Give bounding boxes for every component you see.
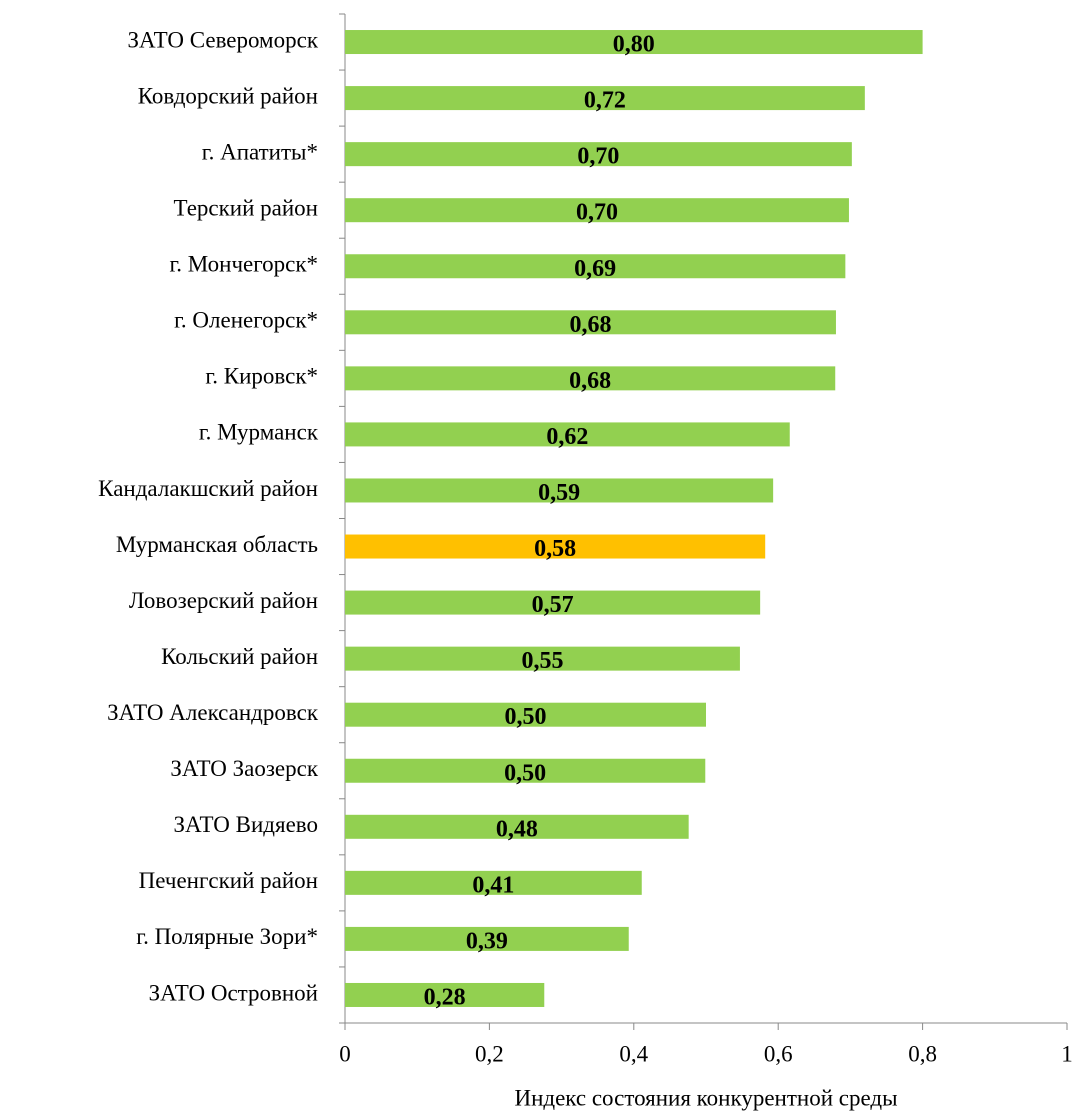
y-tick-label: Кольский район: [161, 644, 318, 669]
y-tick-label: ЗАТО Североморск: [128, 27, 319, 52]
y-tick-label: ЗАТО Александровск: [107, 700, 319, 725]
y-tick-label: Печенгский район: [139, 868, 318, 893]
data-label: 0,80: [613, 32, 655, 58]
y-tick-label: Ловозерский район: [129, 588, 318, 613]
data-label: 0,70: [577, 144, 619, 170]
x-tick-label: 0,8: [908, 1041, 937, 1066]
x-tick-label: 0,4: [619, 1041, 648, 1066]
x-tick-label: 0: [339, 1041, 351, 1066]
data-label: 0,50: [504, 760, 546, 786]
data-label: 0,48: [496, 816, 538, 842]
bar: [345, 870, 642, 895]
bar: [345, 926, 629, 951]
bar: [345, 478, 774, 503]
y-tick-label: г. Оленегорск*: [174, 308, 318, 333]
data-label: 0,68: [569, 312, 611, 338]
bar: [345, 814, 689, 839]
x-tick-label: 1: [1061, 1041, 1072, 1066]
bar: [345, 702, 706, 727]
data-label: 0,55: [521, 648, 563, 674]
y-tick-label: г. Полярные Зори*: [136, 924, 318, 949]
bar: [345, 198, 849, 223]
data-label: 0,28: [424, 984, 466, 1010]
data-label: 0,58: [534, 536, 576, 562]
bar: [345, 142, 852, 167]
data-label: 0,59: [538, 480, 580, 506]
y-tick-label: Кандалакшский район: [98, 476, 318, 501]
bar: [345, 30, 923, 55]
y-tick-label: Терский район: [174, 195, 318, 220]
y-tick-label: г. Мончегорск*: [169, 252, 318, 277]
data-label: 0,62: [546, 424, 588, 450]
data-label: 0,57: [532, 592, 574, 618]
y-tick-label: Ковдорский район: [138, 83, 318, 108]
data-label: 0,72: [584, 88, 626, 114]
bar: [345, 86, 865, 111]
bar: [345, 646, 740, 671]
y-tick-label: ЗАТО Заозерск: [170, 756, 318, 781]
y-tick-label: г. Кировск*: [205, 364, 318, 389]
bar: [345, 590, 761, 615]
bar: [345, 982, 545, 1007]
y-tick-label: г. Мурманск: [199, 420, 319, 445]
data-label: 0,39: [466, 928, 508, 954]
data-label: 0,50: [505, 704, 547, 730]
bar: [345, 534, 766, 559]
data-label: 0,69: [574, 256, 616, 282]
x-tick-label: 0,6: [764, 1041, 793, 1066]
y-tick-label: ЗАТО Видяево: [173, 812, 318, 837]
bar: [345, 254, 846, 279]
y-tick-label: ЗАТО Островной: [149, 980, 318, 1005]
bar: [345, 422, 790, 447]
bar: [345, 758, 706, 783]
y-tick-label: Мурманская область: [116, 532, 318, 557]
y-tick-label: г. Апатиты*: [202, 139, 318, 164]
bar: [345, 366, 836, 391]
data-label: 0,68: [569, 368, 611, 394]
x-axis-title: Индекс состояния конкурентной среды: [514, 1085, 897, 1110]
data-label: 0,41: [472, 872, 514, 898]
bar: [345, 310, 836, 335]
x-tick-label: 0,2: [475, 1041, 504, 1066]
data-label: 0,70: [576, 200, 618, 226]
